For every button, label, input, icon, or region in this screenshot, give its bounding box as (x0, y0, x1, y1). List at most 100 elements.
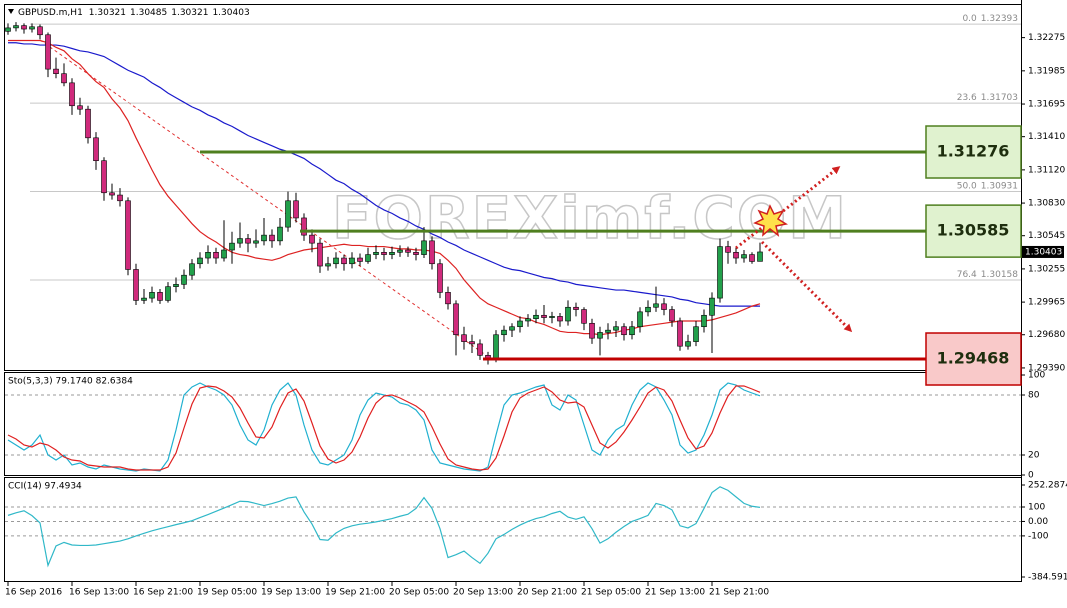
y-tick-label: 0.00 (1028, 517, 1048, 527)
fib-price: 1.32393 (981, 14, 1018, 24)
candle-body (37, 26, 43, 36)
fib-price: 1.31703 (981, 93, 1018, 103)
y-tick-label: 1.29390 (1028, 363, 1065, 373)
candle-body (325, 263, 331, 267)
y-tick-label: 1.29680 (1028, 330, 1065, 340)
candle-body (373, 252, 379, 255)
candle-body (149, 292, 155, 299)
price-level-label: 1.30585 (937, 221, 1010, 240)
symbol-title: GBPUSD.m,H1 (18, 8, 83, 18)
candle-body (525, 318, 531, 322)
candle-body (269, 234, 275, 242)
y-tick-label: 1.32275 (1028, 33, 1065, 43)
header-low: 1.30321 (171, 8, 208, 18)
candle-body (621, 326, 627, 336)
candle-body (429, 240, 435, 265)
candle-body (277, 226, 283, 242)
candle-body (685, 341, 691, 347)
candle-body (205, 252, 211, 259)
header-high: 1.30485 (130, 8, 167, 18)
x-tick-label: 19 Sep 13:00 (261, 588, 321, 598)
y-tick-label: 20 (1028, 451, 1040, 461)
indicator-line (7, 486, 761, 568)
header-close: 1.30403 (212, 8, 249, 18)
candle-body (613, 326, 619, 331)
y-tick-label: 1.31695 (1028, 100, 1065, 110)
fib-price: 1.30158 (981, 270, 1018, 280)
fib-level-label: 76.4 1.30158 (957, 270, 1019, 280)
candle-body (109, 192, 115, 196)
y-tick-label: 1.31985 (1028, 66, 1065, 76)
candle-body (341, 257, 347, 265)
candle-body (85, 108, 91, 139)
candle-body (389, 252, 395, 255)
fib-level-label: 23.6 1.31703 (957, 93, 1018, 103)
candle-body (445, 292, 451, 305)
breakout-burst (753, 204, 788, 237)
candle-body (461, 334, 467, 342)
candle-body (125, 200, 131, 270)
candle-body (589, 322, 595, 339)
fib-ratio: 0.0 (962, 14, 977, 24)
y-tick-label: 1.31120 (1028, 165, 1065, 175)
candle-body (677, 320, 683, 347)
candle-body (757, 251, 763, 262)
candle-body (261, 234, 267, 242)
candle-body (541, 314, 547, 318)
price-level-label: 1.31276 (937, 142, 1010, 161)
x-tick-label: 21 Sep 05:00 (581, 588, 641, 598)
candle-body (173, 284, 179, 287)
candle-body (477, 343, 483, 356)
candle-body (245, 238, 251, 244)
candle-body (637, 311, 643, 328)
y-tick-label: 1.30545 (1028, 231, 1065, 241)
x-tick-label: 21 Sep 13:00 (645, 588, 705, 598)
candle-body (381, 252, 387, 255)
x-tick-label: 20 Sep 05:00 (389, 588, 449, 598)
y-tick-label: 100 (1028, 502, 1045, 512)
candle-body (237, 238, 243, 244)
candle-body (533, 314, 539, 320)
candle-body (69, 82, 75, 107)
candle-body (117, 194, 123, 202)
y-tick-label: 1.30830 (1028, 199, 1065, 209)
price-level-label: 1.29468 (937, 349, 1010, 368)
candle-body (29, 26, 35, 30)
candle-body (741, 254, 747, 259)
candle-body (285, 200, 291, 228)
x-tick-label: 19 Sep 21:00 (325, 588, 385, 598)
candle-body (365, 254, 371, 262)
candle-body (213, 252, 219, 259)
candle-body (469, 341, 475, 345)
candle-body (293, 200, 299, 219)
candle-body (405, 249, 411, 253)
candle-body (413, 252, 419, 255)
watermark: FOREXimf.COM (332, 184, 848, 252)
current-price-box (1022, 245, 1064, 258)
fib-ratio: 50.0 (957, 181, 977, 191)
candle-body (21, 25, 27, 30)
candle-body (717, 246, 723, 299)
candle-body (453, 303, 459, 336)
candle-body (221, 249, 227, 259)
candle-body (565, 306, 571, 322)
candle-body (629, 326, 635, 336)
candle-body (597, 332, 603, 339)
moving-average (8, 42, 760, 307)
candle-body (725, 246, 731, 253)
y-tick-label: 252.2874 (1028, 481, 1067, 491)
y-tick-label: 1.31410 (1028, 132, 1065, 142)
candle-body (501, 329, 507, 336)
x-tick-label: 16 Sep 13:00 (69, 588, 129, 598)
candle-body (309, 234, 315, 244)
candle-body (317, 242, 323, 267)
main-layer: 1.32275 1.31985 1.31695 1.31410 1.31120 1.308… (5, 14, 1067, 598)
candle-body (581, 309, 587, 324)
candle-body (493, 334, 499, 361)
candle-body (653, 303, 659, 308)
candle-body (661, 303, 667, 310)
series-group (5, 22, 763, 365)
candle-body (61, 73, 67, 84)
